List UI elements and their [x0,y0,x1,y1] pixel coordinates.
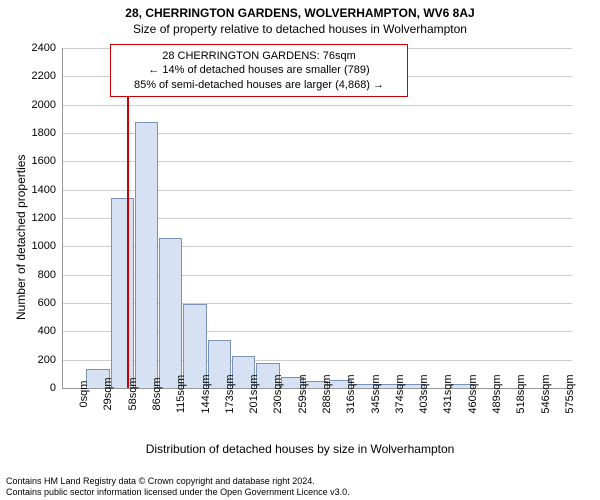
annotation-box: 28 CHERRINGTON GARDENS: 76sqm ← 14% of d… [110,44,408,97]
x-tick-label: 575sqm [564,374,576,413]
x-axis-label: Distribution of detached houses by size … [0,442,600,456]
x-tick-label: 86sqm [151,377,163,410]
y-tick-label: 800 [16,269,56,281]
x-tick-label: 173sqm [224,374,236,413]
y-tick-label: 2400 [16,42,56,54]
y-tick-label: 1200 [16,212,56,224]
x-tick-label: 144sqm [200,374,212,413]
x-tick-label: 0sqm [78,381,90,408]
histogram-bar [159,238,182,388]
chart-title: 28, CHERRINGTON GARDENS, WOLVERHAMPTON, … [0,0,600,20]
y-tick-label: 1600 [16,155,56,167]
histogram-bar [111,198,134,388]
annotation-line1: 28 CHERRINGTON GARDENS: 76sqm [119,49,399,63]
annotation-line3: 85% of semi-detached houses are larger (… [119,78,399,92]
chart-subtitle: Size of property relative to detached ho… [0,20,600,36]
x-tick-label: 115sqm [175,375,187,413]
x-tick-label: 288sqm [321,374,333,413]
y-tick-label: 1800 [16,127,56,139]
histogram-bar [135,122,158,388]
y-axis-line [62,48,63,388]
y-tick-label: 2200 [16,70,56,82]
x-tick-label: 201sqm [248,374,260,413]
x-tick-label: 345sqm [370,374,382,413]
x-tick-label: 431sqm [442,374,454,413]
y-axis-label: Number of detached properties [14,155,28,320]
footer-line2: Contains public sector information licen… [6,487,350,498]
x-tick-label: 403sqm [418,374,430,413]
grid-line [62,105,572,106]
annotation-line2: ← 14% of detached houses are smaller (78… [119,63,399,77]
y-tick-label: 600 [16,297,56,309]
y-tick-label: 2000 [16,99,56,111]
x-tick-label: 58sqm [127,377,139,410]
x-tick-label: 230sqm [272,374,284,413]
x-tick-label: 259sqm [297,374,309,413]
x-tick-label: 374sqm [394,374,406,413]
plot-area [62,48,572,388]
y-tick-label: 200 [16,354,56,366]
x-tick-label: 518sqm [515,374,527,413]
footer: Contains HM Land Registry data © Crown c… [6,476,350,498]
y-tick-label: 1400 [16,184,56,196]
x-tick-label: 29sqm [102,377,114,410]
y-tick-label: 1000 [16,240,56,252]
x-tick-label: 316sqm [345,374,357,413]
y-tick-label: 400 [16,325,56,337]
property-marker-line [127,48,129,388]
x-tick-label: 546sqm [540,374,552,413]
x-tick-label: 460sqm [467,374,479,413]
y-tick-label: 0 [16,382,56,394]
footer-line1: Contains HM Land Registry data © Crown c… [6,476,350,487]
x-tick-label: 489sqm [491,374,503,413]
